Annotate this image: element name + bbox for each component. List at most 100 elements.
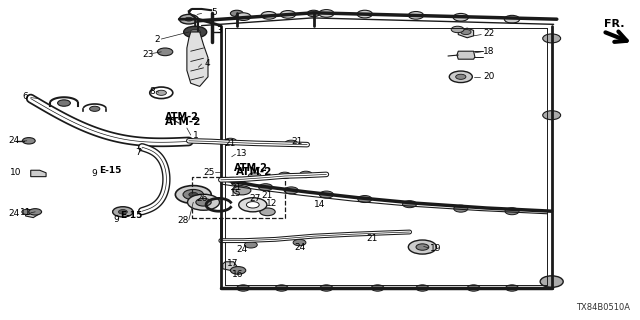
Circle shape xyxy=(118,210,127,214)
Circle shape xyxy=(293,239,306,246)
Text: 22: 22 xyxy=(483,29,495,38)
Polygon shape xyxy=(26,210,38,218)
Circle shape xyxy=(191,28,206,36)
Text: 20: 20 xyxy=(483,72,495,81)
Circle shape xyxy=(29,209,42,215)
Text: 10: 10 xyxy=(10,168,22,177)
Circle shape xyxy=(505,208,519,215)
Text: 21: 21 xyxy=(224,139,236,148)
Circle shape xyxy=(188,194,220,210)
Polygon shape xyxy=(458,28,474,38)
Text: 21: 21 xyxy=(291,137,303,146)
Text: 21: 21 xyxy=(261,191,273,200)
Circle shape xyxy=(506,285,518,291)
Text: E-15: E-15 xyxy=(99,166,122,175)
Circle shape xyxy=(357,10,372,18)
Circle shape xyxy=(278,172,291,179)
Circle shape xyxy=(260,208,275,216)
Text: ATM-2: ATM-2 xyxy=(165,116,202,127)
Polygon shape xyxy=(31,170,46,177)
Text: 21: 21 xyxy=(230,183,242,192)
Text: 24: 24 xyxy=(8,209,20,218)
Circle shape xyxy=(416,244,429,250)
Text: 5: 5 xyxy=(212,8,217,17)
Circle shape xyxy=(284,187,298,194)
Circle shape xyxy=(175,186,211,204)
Circle shape xyxy=(184,26,207,38)
Circle shape xyxy=(248,173,261,179)
Text: 24: 24 xyxy=(294,243,306,252)
Circle shape xyxy=(540,276,563,287)
Text: FR.: FR. xyxy=(604,19,625,29)
Circle shape xyxy=(456,74,466,79)
Circle shape xyxy=(58,100,70,106)
Text: ATM-2: ATM-2 xyxy=(165,112,199,122)
Polygon shape xyxy=(457,51,475,59)
Circle shape xyxy=(22,209,32,214)
Text: 1: 1 xyxy=(193,132,199,140)
Circle shape xyxy=(90,106,100,111)
Circle shape xyxy=(236,13,251,20)
Circle shape xyxy=(261,12,276,19)
Text: 9: 9 xyxy=(114,215,119,224)
Circle shape xyxy=(113,207,133,217)
Text: 25: 25 xyxy=(203,168,214,177)
Text: 24: 24 xyxy=(237,245,248,254)
Circle shape xyxy=(403,201,417,208)
Text: 24: 24 xyxy=(8,136,20,145)
Text: 13: 13 xyxy=(236,149,247,158)
Circle shape xyxy=(230,10,243,17)
Circle shape xyxy=(454,205,468,212)
Text: 2: 2 xyxy=(154,36,159,44)
Text: 26: 26 xyxy=(196,194,208,203)
Circle shape xyxy=(246,202,259,208)
Circle shape xyxy=(449,71,472,83)
Text: E-15: E-15 xyxy=(120,212,143,220)
Circle shape xyxy=(183,189,204,200)
Text: 6: 6 xyxy=(23,92,28,101)
Polygon shape xyxy=(223,262,237,270)
Circle shape xyxy=(231,179,245,186)
Circle shape xyxy=(196,198,211,206)
Circle shape xyxy=(408,240,436,254)
Circle shape xyxy=(371,285,384,291)
Circle shape xyxy=(358,196,372,203)
Text: 8: 8 xyxy=(150,87,155,96)
Circle shape xyxy=(453,13,468,21)
Circle shape xyxy=(259,184,273,191)
Circle shape xyxy=(22,138,35,144)
Circle shape xyxy=(275,285,288,291)
Circle shape xyxy=(319,10,334,17)
Text: 19: 19 xyxy=(430,244,442,253)
Text: 27: 27 xyxy=(250,194,261,203)
Text: 14: 14 xyxy=(314,200,325,209)
Circle shape xyxy=(157,48,173,56)
Text: 16: 16 xyxy=(232,270,243,279)
Text: 9: 9 xyxy=(92,169,97,178)
Circle shape xyxy=(504,15,520,23)
Circle shape xyxy=(461,29,471,35)
Text: 4: 4 xyxy=(205,59,211,68)
Circle shape xyxy=(230,267,246,274)
Text: TX84B0510A: TX84B0510A xyxy=(577,303,630,312)
Circle shape xyxy=(300,171,312,178)
Text: 21: 21 xyxy=(366,234,378,243)
Circle shape xyxy=(244,242,257,248)
Circle shape xyxy=(543,111,561,120)
Circle shape xyxy=(320,285,333,291)
Circle shape xyxy=(451,26,464,33)
Circle shape xyxy=(185,17,193,21)
Circle shape xyxy=(179,14,198,24)
Polygon shape xyxy=(187,32,208,86)
Circle shape xyxy=(239,198,267,212)
Circle shape xyxy=(319,191,333,198)
Text: ATM-2: ATM-2 xyxy=(234,163,268,173)
Text: 23: 23 xyxy=(143,50,154,59)
Bar xyxy=(192,177,285,218)
Circle shape xyxy=(543,34,561,43)
Circle shape xyxy=(189,192,198,197)
Text: 11: 11 xyxy=(20,208,31,217)
Circle shape xyxy=(156,90,166,95)
Circle shape xyxy=(224,138,237,145)
Circle shape xyxy=(416,285,429,291)
